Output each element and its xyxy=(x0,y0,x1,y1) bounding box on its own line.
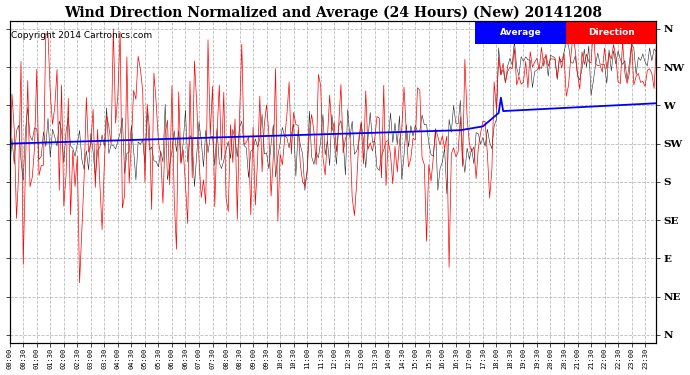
Title: Wind Direction Normalized and Average (24 Hours) (New) 20141208: Wind Direction Normalized and Average (2… xyxy=(64,6,602,20)
Text: Copyright 2014 Cartronics.com: Copyright 2014 Cartronics.com xyxy=(11,31,152,40)
